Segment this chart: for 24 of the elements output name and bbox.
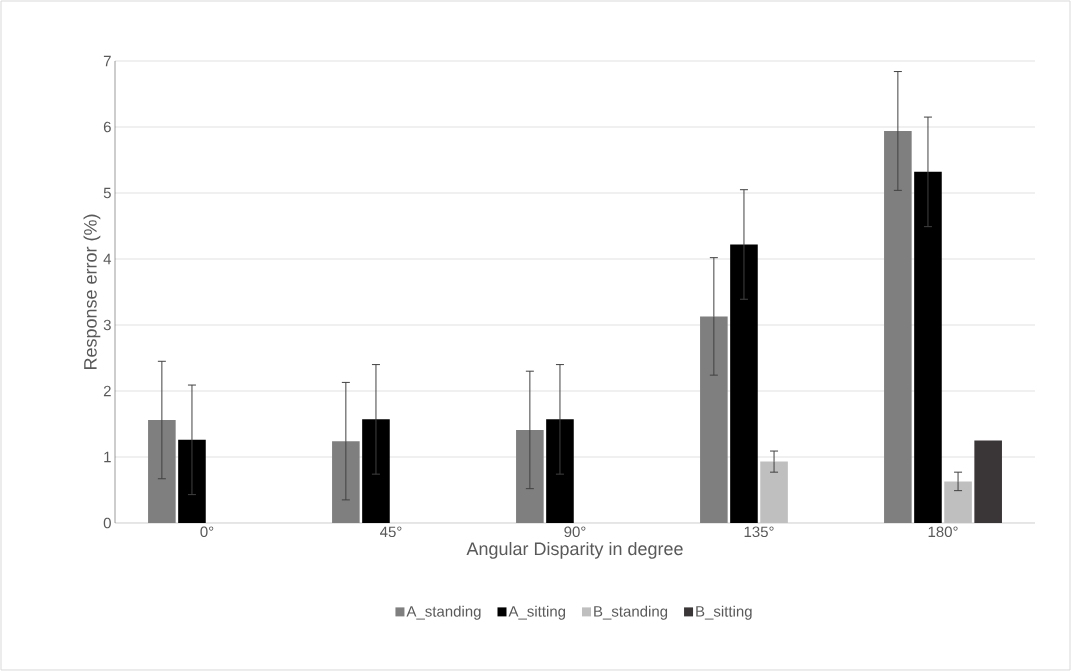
x-tick-label: 90° — [564, 526, 586, 538]
legend-label: B_sitting — [696, 605, 752, 620]
x-tick-label: 45° — [380, 526, 402, 538]
y-tick-label: 0 — [103, 517, 111, 529]
y-tick-label: 3 — [103, 319, 111, 331]
y-tick-label: 1 — [104, 451, 111, 463]
legend-label: A_sitting — [508, 605, 566, 620]
y-tick-label: 5 — [103, 187, 111, 199]
x-tick-label: 0° — [200, 526, 214, 538]
bar — [914, 171, 942, 523]
bar — [974, 440, 1002, 523]
x-tick-label: 180° — [928, 526, 958, 538]
y-tick-label: 4 — [103, 253, 112, 265]
bar — [884, 130, 912, 523]
y-tick-label: 7 — [103, 55, 111, 67]
y-tick-label: 6 — [103, 121, 111, 133]
bar — [730, 244, 758, 523]
legend-label: A_standing — [406, 605, 481, 620]
x-axis-title: Angular Disparity in degree — [466, 541, 683, 559]
legend-label: B_standing — [594, 605, 668, 620]
x-tick-label: 135° — [744, 526, 774, 538]
bar — [700, 316, 728, 523]
y-tick-label: 2 — [103, 385, 111, 397]
y-axis-title: Response error (%) — [83, 214, 101, 370]
